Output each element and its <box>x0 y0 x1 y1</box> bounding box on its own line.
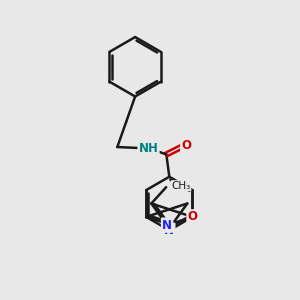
Text: CH₃: CH₃ <box>172 181 191 191</box>
Text: O: O <box>181 139 191 152</box>
Text: O: O <box>188 210 197 224</box>
Text: NH: NH <box>139 142 158 155</box>
Text: N: N <box>162 219 172 232</box>
Text: N: N <box>164 224 174 237</box>
